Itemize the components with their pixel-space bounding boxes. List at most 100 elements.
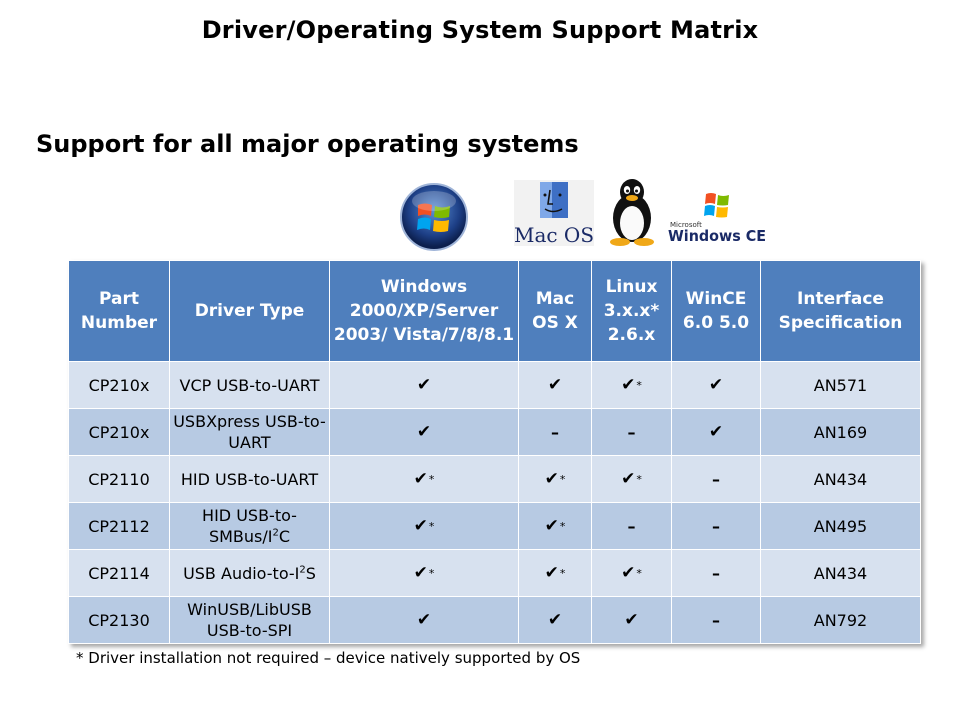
windows-support-cell: ✔* bbox=[329, 549, 519, 597]
table-row: CP2110 HID USB-to-UART ✔* ✔* ✔* – AN434 bbox=[68, 455, 921, 503]
table-row: CP2112 HID USB-to-SMBus/I2C ✔* ✔* – – AN495 bbox=[68, 502, 921, 550]
windows-support-cell: ✔* bbox=[329, 455, 519, 503]
driver-type-text: S bbox=[305, 563, 316, 583]
header-windows: Windows 2000/XP/Server 2003/ Vista/7/8/8… bbox=[329, 260, 519, 362]
check-icon: ✔ bbox=[621, 469, 636, 489]
wince-support-cell: – bbox=[671, 549, 761, 597]
interface-spec-cell: AN792 bbox=[760, 596, 921, 644]
interface-spec-cell: AN434 bbox=[760, 549, 921, 597]
header-interface-spec: Interface Specification bbox=[760, 260, 921, 362]
part-number-cell: CP210x bbox=[68, 361, 170, 409]
check-icon: ✔ bbox=[624, 610, 639, 630]
windows-ce-logo: Microsoft Windows CE bbox=[668, 193, 766, 245]
footnote-star: * bbox=[559, 567, 566, 580]
table-row: CP2114 USB Audio-to-I2S ✔* ✔* ✔* – AN434 bbox=[68, 549, 921, 597]
windows-support-cell: ✔* bbox=[329, 502, 519, 550]
footnote-star: * bbox=[428, 520, 435, 533]
check-icon: ✔ bbox=[544, 563, 559, 583]
check-icon: ✔ bbox=[416, 375, 432, 395]
driver-type-text: USB Audio-to-I bbox=[183, 563, 300, 583]
windows-support-cell: ✔ bbox=[329, 361, 519, 409]
dash-mark: – bbox=[712, 469, 720, 489]
linux-support-cell: ✔* bbox=[591, 455, 672, 503]
table-row: CP210x USBXpress USB-to-UART ✔ – – ✔ AN169 bbox=[68, 408, 921, 456]
windows-support-cell: ✔ bbox=[329, 408, 519, 456]
microsoft-label: Microsoft bbox=[670, 221, 702, 229]
check-icon: ✔ bbox=[547, 375, 563, 395]
header-part-number: Part Number bbox=[68, 260, 170, 362]
part-number-cell: CP2130 bbox=[68, 596, 170, 644]
driver-type-cell: HID USB-to-SMBus/I2C bbox=[169, 502, 330, 550]
linux-support-cell: ✔* bbox=[591, 549, 672, 597]
wince-support-cell: ✔ bbox=[671, 361, 761, 409]
driver-type-cell: VCP USB-to-UART bbox=[169, 361, 330, 409]
slide-title: Driver/Operating System Support Matrix bbox=[201, 16, 759, 44]
superscript: 2 bbox=[299, 564, 306, 576]
check-icon: ✔ bbox=[544, 516, 559, 536]
interface-spec-cell: AN495 bbox=[760, 502, 921, 550]
linux-support-cell: – bbox=[591, 408, 672, 456]
wince-support-cell: – bbox=[671, 502, 761, 550]
check-icon: ✔ bbox=[544, 469, 559, 489]
part-number-cell: CP2114 bbox=[68, 549, 170, 597]
tux-penguin-icon bbox=[610, 179, 654, 246]
check-icon: ✔ bbox=[547, 610, 563, 630]
part-number-cell: CP2112 bbox=[68, 502, 170, 550]
windows-ce-label: Windows CE bbox=[668, 227, 766, 245]
header-mac-os-x: Mac OS X bbox=[518, 260, 592, 362]
superscript: 2 bbox=[272, 527, 279, 539]
footnote-star: * bbox=[636, 473, 642, 486]
table-row: CP210x VCP USB-to-UART ✔ ✔ ✔* ✔ AN571 bbox=[68, 361, 921, 409]
table-body: CP210x VCP USB-to-UART ✔ ✔ ✔* ✔ AN571 CP210x USB… bbox=[68, 361, 921, 644]
windows-support-cell: ✔ bbox=[329, 596, 519, 644]
support-matrix-table: Part Number Driver Type Windows 2000/XP/… bbox=[68, 260, 921, 644]
slide-subtitle: Support for all major operating systems bbox=[36, 130, 579, 158]
driver-type-text: C bbox=[278, 527, 291, 546]
dash-mark: – bbox=[712, 563, 720, 583]
dash-mark: – bbox=[627, 422, 636, 442]
mac-os-logo: Mac OS bbox=[514, 180, 594, 246]
linux-support-cell: ✔ bbox=[591, 596, 672, 644]
footnote-star: * bbox=[428, 567, 435, 580]
driver-type-cell: USB Audio-to-I2S bbox=[169, 549, 330, 597]
header-wince: WinCE 6.0 5.0 bbox=[671, 260, 761, 362]
part-number-cell: CP2110 bbox=[68, 455, 170, 503]
wince-support-cell: – bbox=[671, 455, 761, 503]
linux-support-cell: – bbox=[591, 502, 672, 550]
driver-type-cell: HID USB-to-UART bbox=[169, 455, 330, 503]
dash-mark: – bbox=[627, 516, 636, 536]
windows-orb-icon bbox=[400, 183, 468, 251]
footnote-star: * bbox=[559, 520, 566, 533]
dash-mark: – bbox=[712, 516, 720, 536]
header-driver-type: Driver Type bbox=[169, 260, 330, 362]
footnote-star: * bbox=[636, 567, 642, 580]
check-icon: ✔ bbox=[416, 610, 432, 630]
check-icon: ✔ bbox=[413, 563, 428, 583]
mac-support-cell: ✔ bbox=[518, 361, 592, 409]
check-icon: ✔ bbox=[621, 375, 636, 395]
dash-mark: – bbox=[551, 422, 559, 442]
check-icon: ✔ bbox=[708, 375, 724, 395]
check-icon: ✔ bbox=[413, 516, 428, 536]
check-icon: ✔ bbox=[416, 422, 432, 442]
footnote: * Driver installation not required – dev… bbox=[76, 649, 581, 667]
driver-type-text: HID USB-to-SMBus/I bbox=[202, 506, 297, 546]
mac-support-cell: ✔* bbox=[518, 455, 592, 503]
driver-type-cell: USBXpress USB-to-UART bbox=[169, 408, 330, 456]
table-row: CP2130 WinUSB/LibUSB USB-to-SPI ✔ ✔ ✔ – AN792 bbox=[68, 596, 921, 644]
mac-support-cell: ✔ bbox=[518, 596, 592, 644]
driver-type-cell: WinUSB/LibUSB USB-to-SPI bbox=[169, 596, 330, 644]
table-header-row: Part Number Driver Type Windows 2000/XP/… bbox=[68, 260, 921, 362]
mac-os-label: Mac OS bbox=[514, 223, 594, 246]
wince-support-cell: – bbox=[671, 596, 761, 644]
linux-support-cell: ✔* bbox=[591, 361, 672, 409]
mac-support-cell: ✔* bbox=[518, 502, 592, 550]
os-logos: Mac OS Microsoft Windows CE bbox=[390, 176, 780, 252]
mac-support-cell: – bbox=[518, 408, 592, 456]
check-icon: ✔ bbox=[708, 422, 724, 442]
mac-support-cell: ✔* bbox=[518, 549, 592, 597]
part-number-cell: CP210x bbox=[68, 408, 170, 456]
footnote-star: * bbox=[428, 473, 435, 486]
check-icon: ✔ bbox=[413, 469, 428, 489]
check-icon: ✔ bbox=[621, 563, 636, 583]
